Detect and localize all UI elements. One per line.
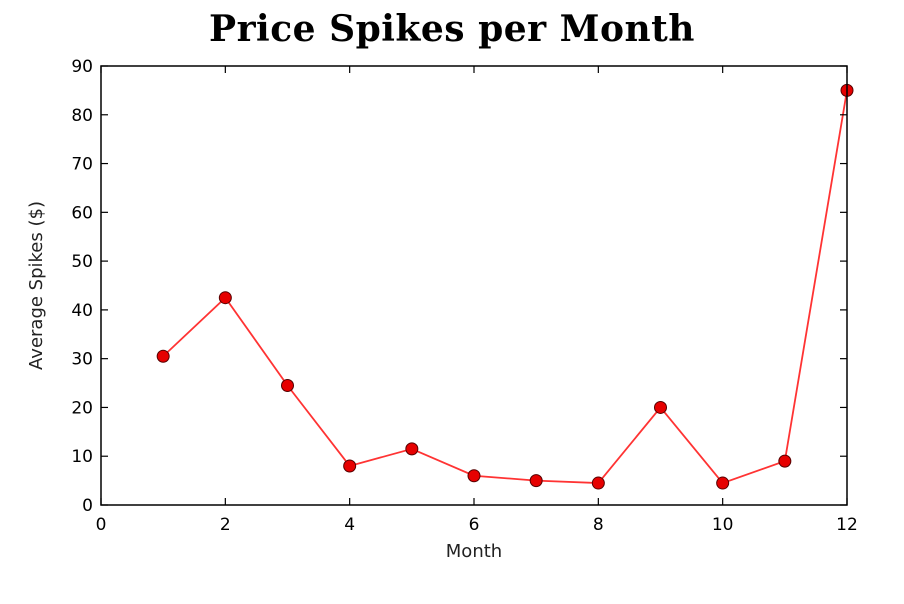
y-axis-ticks: 0 10 20 30 40 50 60 70 80 90	[71, 57, 847, 516]
x-tick-label: 8	[593, 515, 604, 535]
y-tick-label: 20	[71, 398, 93, 418]
data-point	[281, 378, 294, 392]
data-point	[343, 459, 357, 473]
x-tick-label: 12	[836, 515, 858, 535]
data-point	[654, 400, 667, 414]
y-tick-label: 30	[71, 350, 93, 370]
x-axis-label: Month	[446, 541, 502, 562]
y-tick-label: 0	[82, 496, 93, 516]
y-tick-label: 40	[71, 301, 93, 321]
data-point	[529, 474, 543, 488]
data-point	[405, 442, 419, 456]
x-tick-label: 4	[344, 515, 355, 535]
data-point	[591, 476, 605, 490]
y-tick-label: 60	[71, 203, 93, 223]
axes	[100, 65, 848, 506]
data-point	[467, 469, 481, 483]
x-axis-ticks: 0 2 4 6 8 10 12	[96, 66, 858, 535]
y-tick-label: 80	[71, 106, 93, 126]
x-tick-label: 0	[96, 515, 107, 535]
data-point	[778, 454, 792, 468]
data-point	[218, 291, 232, 305]
y-axis-label: Average Spikes ($)	[26, 201, 47, 370]
data-point	[156, 349, 170, 363]
plot-frame	[100, 65, 848, 506]
y-tick-label: 10	[71, 447, 93, 467]
y-tick-label: 70	[71, 155, 93, 175]
y-tick-label: 90	[71, 57, 93, 77]
chart-title: Price Spikes per Month	[209, 8, 695, 50]
data-point	[716, 476, 730, 490]
y-tick-label: 50	[71, 252, 93, 272]
x-tick-label: 2	[220, 515, 231, 535]
series-line	[162, 90, 848, 485]
x-tick-label: 10	[712, 515, 734, 535]
plot-area	[156, 83, 854, 490]
x-tick-label: 6	[469, 515, 480, 535]
